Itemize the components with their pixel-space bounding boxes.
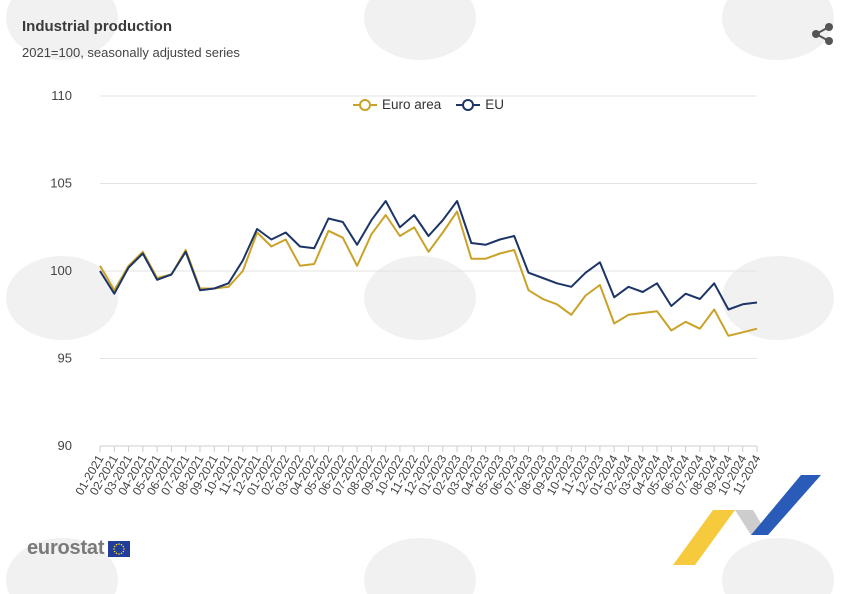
- y-tick-label: 100: [50, 263, 72, 278]
- flag-star: [123, 547, 126, 550]
- series-lines: [99, 200, 758, 337]
- flag-star: [114, 545, 116, 547]
- flag-star: [118, 552, 121, 555]
- y-tick-label: 105: [50, 176, 72, 191]
- y-tick-label: 95: [58, 351, 72, 366]
- y-tick-label: 90: [58, 438, 72, 453]
- flag-star: [122, 550, 125, 552]
- legend-euro-area-marker-icon: [353, 98, 377, 111]
- flag-star: [121, 543, 123, 545]
- y-tick-label: 110: [51, 88, 72, 103]
- y-axis: 90 95 100 105 110: [50, 88, 72, 453]
- legend-label-euro-area: Euro area: [382, 97, 442, 112]
- legend: Euro area EU: [352, 97, 504, 112]
- share-icon[interactable]: [810, 22, 836, 46]
- flag-star: [121, 552, 123, 554]
- legend-item-eu[interactable]: EU: [455, 97, 504, 112]
- flag-star: [116, 543, 118, 545]
- eurostat-logo: eurostat: [27, 537, 131, 560]
- series-line-eu[interactable]: [99, 200, 758, 311]
- logo-text: eurostat: [27, 537, 105, 559]
- eu-flag-icon: [108, 540, 131, 557]
- x-axis: 01-202102-202103-202104-202105-202106-20…: [72, 445, 764, 498]
- legend-label-eu: EU: [485, 97, 505, 112]
- chart-subtitle: 2021=100, seasonally adjusted series: [22, 45, 240, 60]
- flag-star: [113, 547, 116, 550]
- chart-title: Industrial production: [22, 18, 172, 35]
- legend-eu-marker-icon: [456, 98, 481, 111]
- flag-star: [114, 550, 116, 552]
- flag-star: [122, 545, 125, 547]
- flag-star: [118, 542, 121, 545]
- grid-lines: [100, 95, 757, 359]
- series-line-euro-area[interactable]: [99, 210, 758, 337]
- legend-item-euro-area[interactable]: Euro area: [352, 97, 441, 112]
- flag-star: [116, 552, 118, 554]
